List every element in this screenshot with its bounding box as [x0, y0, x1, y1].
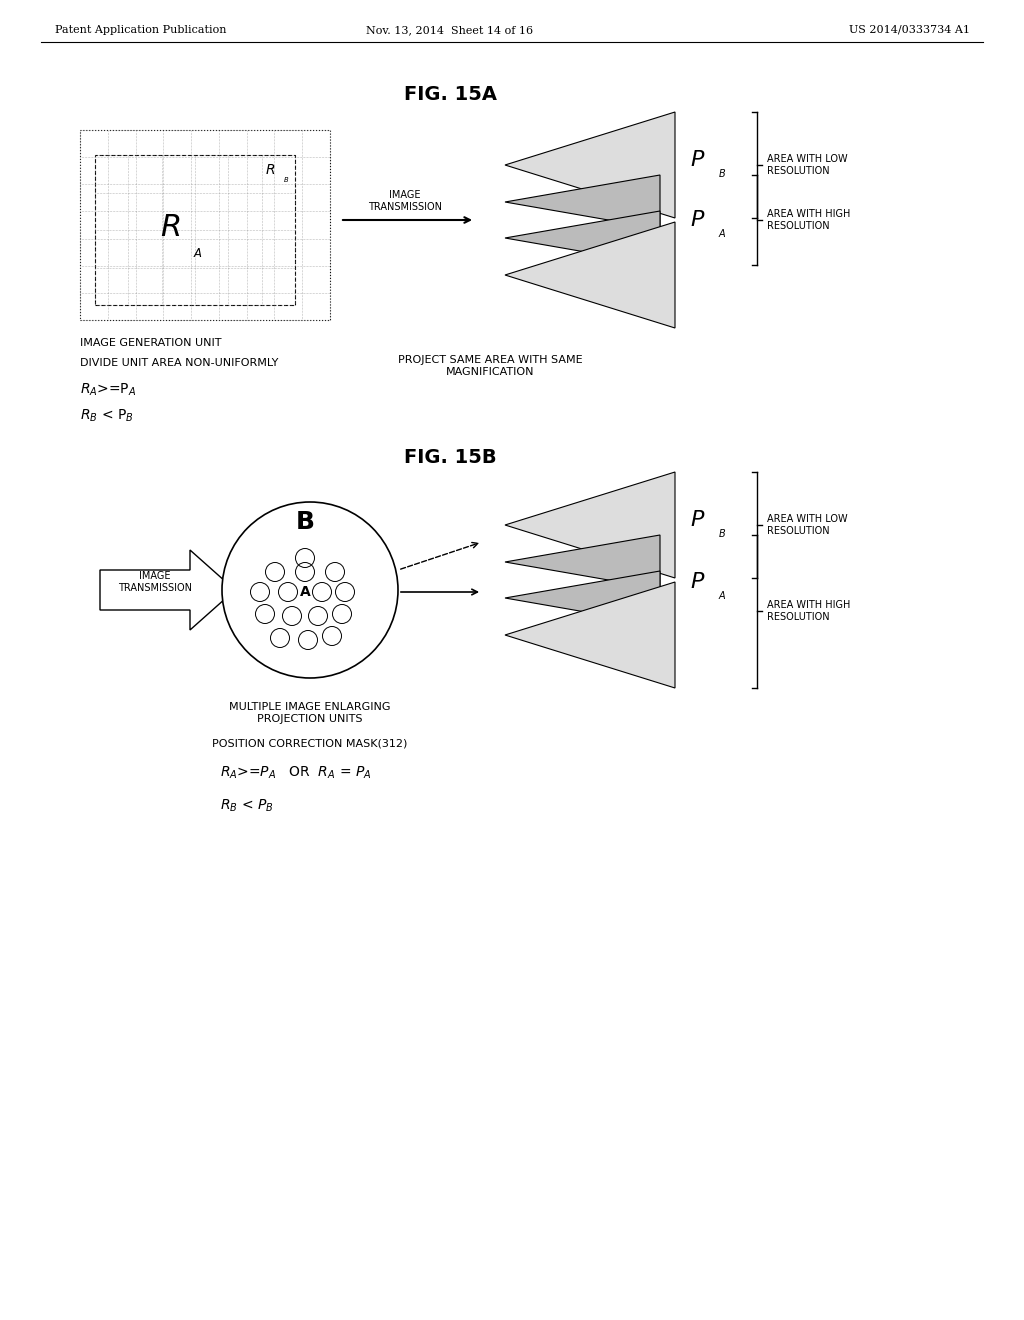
Text: AREA WITH HIGH
RESOLUTION: AREA WITH HIGH RESOLUTION [767, 209, 850, 231]
Text: FIG. 15A: FIG. 15A [403, 84, 497, 104]
Text: $_{A}$: $_{A}$ [718, 226, 726, 240]
Text: $_{A}$: $_{A}$ [718, 587, 726, 602]
Bar [80, 129, 330, 319]
Circle shape [222, 502, 398, 678]
Polygon shape [505, 211, 660, 265]
Text: AREA WITH HIGH
RESOLUTION: AREA WITH HIGH RESOLUTION [767, 601, 850, 622]
Polygon shape [505, 112, 675, 218]
Text: $R_{A}$>=$P_{A}$   OR  $R_{A}$ = $P_{A}$: $R_{A}$>=$P_{A}$ OR $R_{A}$ = $P_{A}$ [220, 766, 372, 781]
Text: $R_{B}$ < P$_{B}$: $R_{B}$ < P$_{B}$ [80, 408, 134, 425]
Text: $_{B}$: $_{B}$ [718, 166, 726, 180]
Polygon shape [100, 550, 234, 630]
Text: $P$: $P$ [690, 510, 706, 531]
Text: B: B [296, 510, 314, 535]
Polygon shape [505, 176, 660, 228]
Text: A: A [300, 585, 310, 599]
Text: $P$: $P$ [690, 150, 706, 170]
Polygon shape [505, 473, 675, 578]
Polygon shape [505, 572, 660, 624]
Text: US 2014/0333734 A1: US 2014/0333734 A1 [849, 25, 970, 36]
Text: PROJECT SAME AREA WITH SAME
MAGNIFICATION: PROJECT SAME AREA WITH SAME MAGNIFICATIO… [397, 355, 583, 376]
Polygon shape [505, 535, 660, 589]
Text: Nov. 13, 2014  Sheet 14 of 16: Nov. 13, 2014 Sheet 14 of 16 [367, 25, 534, 36]
Text: AREA WITH LOW
RESOLUTION: AREA WITH LOW RESOLUTION [767, 154, 848, 176]
Polygon shape [505, 582, 675, 688]
Text: $P$: $P$ [690, 572, 706, 591]
Text: Patent Application Publication: Patent Application Publication [55, 25, 226, 36]
Text: FIG. 15B: FIG. 15B [403, 447, 497, 467]
Text: $_{B}$: $_{B}$ [718, 525, 726, 540]
Text: $P$: $P$ [690, 210, 706, 230]
Text: $R$: $R$ [160, 214, 180, 243]
Text: $R$: $R$ [265, 162, 275, 177]
Text: $_{B}$: $_{B}$ [283, 176, 289, 185]
Text: POSITION CORRECTION MASK(312): POSITION CORRECTION MASK(312) [212, 738, 408, 748]
Text: $R_{B}$ < $P_{B}$: $R_{B}$ < $P_{B}$ [220, 799, 273, 814]
Text: $_{A}$: $_{A}$ [194, 242, 203, 260]
Text: DIVIDE UNIT AREA NON-UNIFORMLY: DIVIDE UNIT AREA NON-UNIFORMLY [80, 358, 279, 368]
Text: IMAGE
TRANSMISSION: IMAGE TRANSMISSION [368, 190, 442, 213]
Text: $R_{A}$>=P$_{A}$: $R_{A}$>=P$_{A}$ [80, 381, 136, 399]
Bar [95, 154, 295, 305]
Polygon shape [505, 222, 675, 327]
Text: AREA WITH LOW
RESOLUTION: AREA WITH LOW RESOLUTION [767, 515, 848, 536]
Text: MULTIPLE IMAGE ENLARGING
PROJECTION UNITS: MULTIPLE IMAGE ENLARGING PROJECTION UNIT… [229, 702, 391, 723]
Text: IMAGE
TRANSMISSION: IMAGE TRANSMISSION [118, 572, 193, 593]
Text: IMAGE GENERATION UNIT: IMAGE GENERATION UNIT [80, 338, 221, 348]
